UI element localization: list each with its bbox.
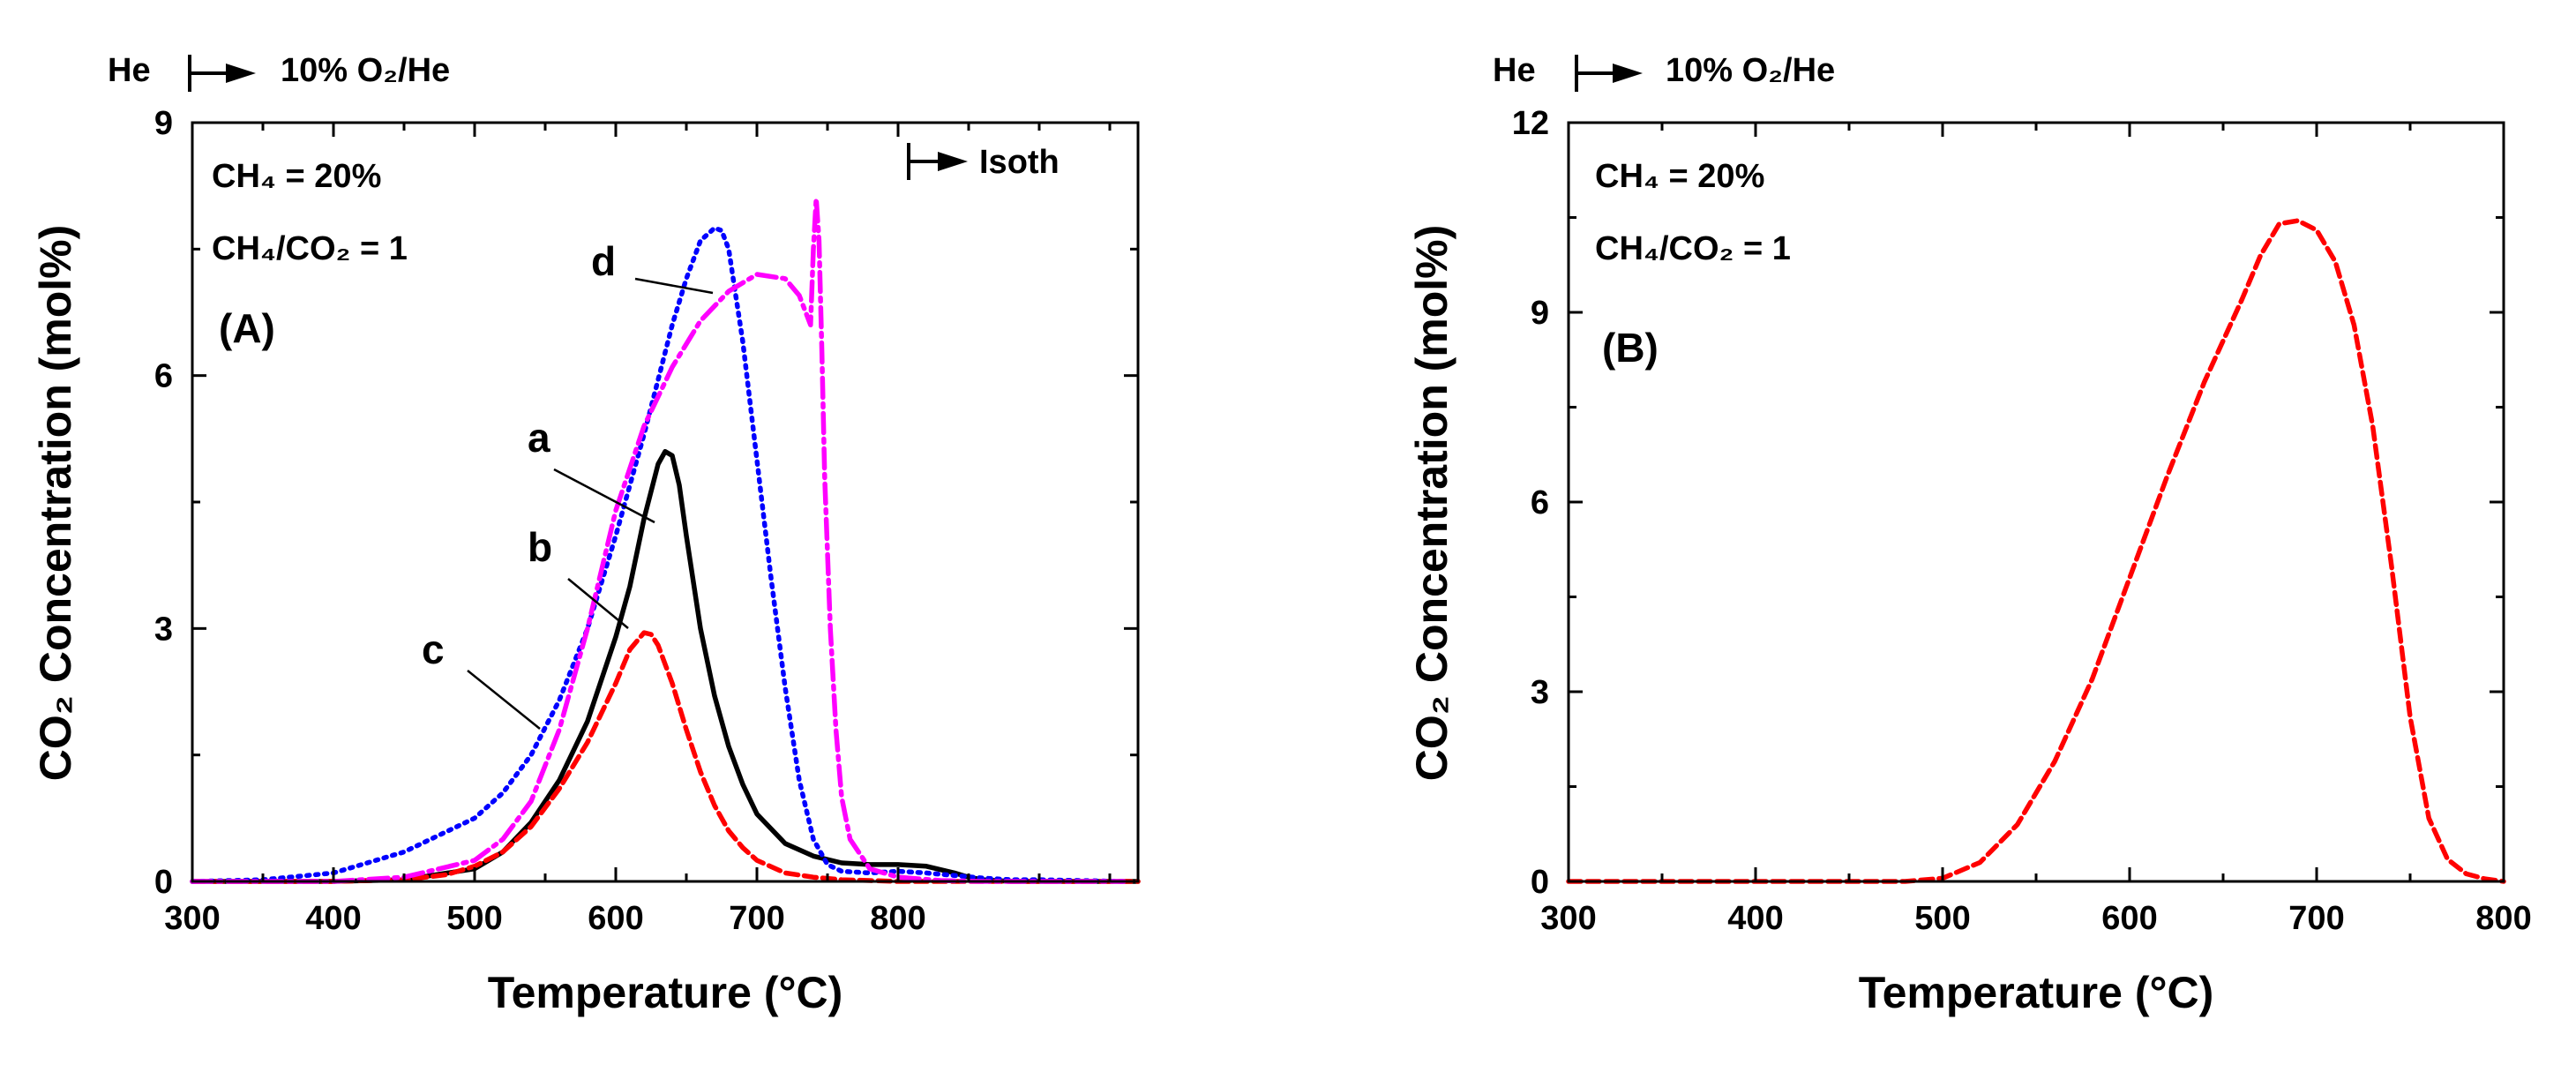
panel-b-x-tick-label: 400 xyxy=(1727,900,1783,937)
panel-b-curves xyxy=(1566,218,2506,884)
panel-b-x-tick-label: 800 xyxy=(2475,900,2531,937)
curve-leader-c xyxy=(467,670,541,730)
curve-label-d: d xyxy=(591,238,616,284)
panel-b-y-tick-label: 3 xyxy=(1531,674,1549,711)
panel-a-curves xyxy=(190,196,1141,884)
panel-a-y-tick-label: 6 xyxy=(154,358,173,395)
curve-leader-a xyxy=(553,468,655,524)
panel-a-ch4-annotation: CH₄ = 20% xyxy=(212,158,381,195)
curve-label-c: c xyxy=(422,626,445,672)
panel-b-ticks: 300 400 500 600 700 800 0 3 6 9 12 xyxy=(1512,105,2532,937)
panel-a-x-axis-title: Temperature (°C) xyxy=(488,968,842,1017)
panel-a-y-tick-label: 9 xyxy=(154,105,173,142)
panel-a-x-tick-label: 800 xyxy=(870,900,925,937)
panel-b-x-tick-label: 600 xyxy=(2101,900,2157,937)
curve-leader-d xyxy=(634,277,714,295)
series-b-b-line xyxy=(1566,218,2506,884)
panel-b-gas-switch-icon xyxy=(1575,55,1643,92)
panel-a-x-tick-label: 600 xyxy=(588,900,643,937)
panel-b-y-axis-title: CO₂ Concentration (mol%) xyxy=(1407,225,1456,782)
series-a-d-line xyxy=(190,196,1127,884)
series-a-a-line xyxy=(190,448,1141,884)
panel-b-ch4-annotation: CH₄ = 20% xyxy=(1595,158,1764,195)
panel-a-y-tick-label: 0 xyxy=(154,864,173,901)
panel-a: 300 400 500 600 700 800 0 3 6 9 He 10% O₂/He Isot… xyxy=(31,52,1141,1017)
panel-a-x-tick-label: 500 xyxy=(446,900,502,937)
series-a-b-line xyxy=(190,630,1141,884)
panel-b-panel-label: (B) xyxy=(1602,325,1659,371)
curve-label-b: b xyxy=(528,524,552,570)
panel-b-x-tick-label: 300 xyxy=(1540,900,1596,937)
panel-b-gas-right-label: 10% O₂/He xyxy=(1666,52,1835,89)
panel-a-isoth-label: Isoth xyxy=(979,144,1060,181)
panel-a-ratio-annotation: CH₄/CO₂ = 1 xyxy=(212,230,408,267)
panel-b-x-tick-label: 500 xyxy=(1914,900,1970,937)
series-a-c-line xyxy=(190,225,1127,884)
panel-b-ratio-annotation: CH₄/CO₂ = 1 xyxy=(1595,230,1791,267)
panel-a-gas-switch-icon xyxy=(188,55,256,92)
panel-a-x-tick-label: 700 xyxy=(729,900,784,937)
panel-b: 300 400 500 600 700 800 0 3 6 9 12 He 10% O₂/He CH… xyxy=(1407,52,2532,1017)
panel-b-y-tick-label: 0 xyxy=(1531,864,1549,901)
panel-b-y-tick-label: 6 xyxy=(1531,484,1549,521)
panel-a-ticks: 300 400 500 600 700 800 0 3 6 9 xyxy=(154,105,1138,937)
panel-b-gas-left-label: He xyxy=(1493,52,1536,89)
panel-a-y-tick-label: 3 xyxy=(154,611,173,648)
panel-b-y-tick-label: 12 xyxy=(1512,105,1549,142)
panel-a-panel-label: (A) xyxy=(219,305,275,351)
curve-label-a: a xyxy=(528,415,550,461)
panel-b-x-tick-label: 700 xyxy=(2288,900,2344,937)
panel-a-x-tick-label: 400 xyxy=(305,900,361,937)
panel-a-gas-right-label: 10% O₂/He xyxy=(281,52,450,89)
panel-a-gas-left-label: He xyxy=(108,52,151,89)
panel-a-isoth-switch-icon xyxy=(907,143,968,180)
panel-a-y-axis-title: CO₂ Concentration (mol%) xyxy=(31,225,80,782)
curve-leader-b xyxy=(567,578,629,629)
panel-a-x-tick-label: 300 xyxy=(164,900,220,937)
panel-b-x-axis-title: Temperature (°C) xyxy=(1859,968,2213,1017)
panel-b-y-tick-label: 9 xyxy=(1531,295,1549,332)
